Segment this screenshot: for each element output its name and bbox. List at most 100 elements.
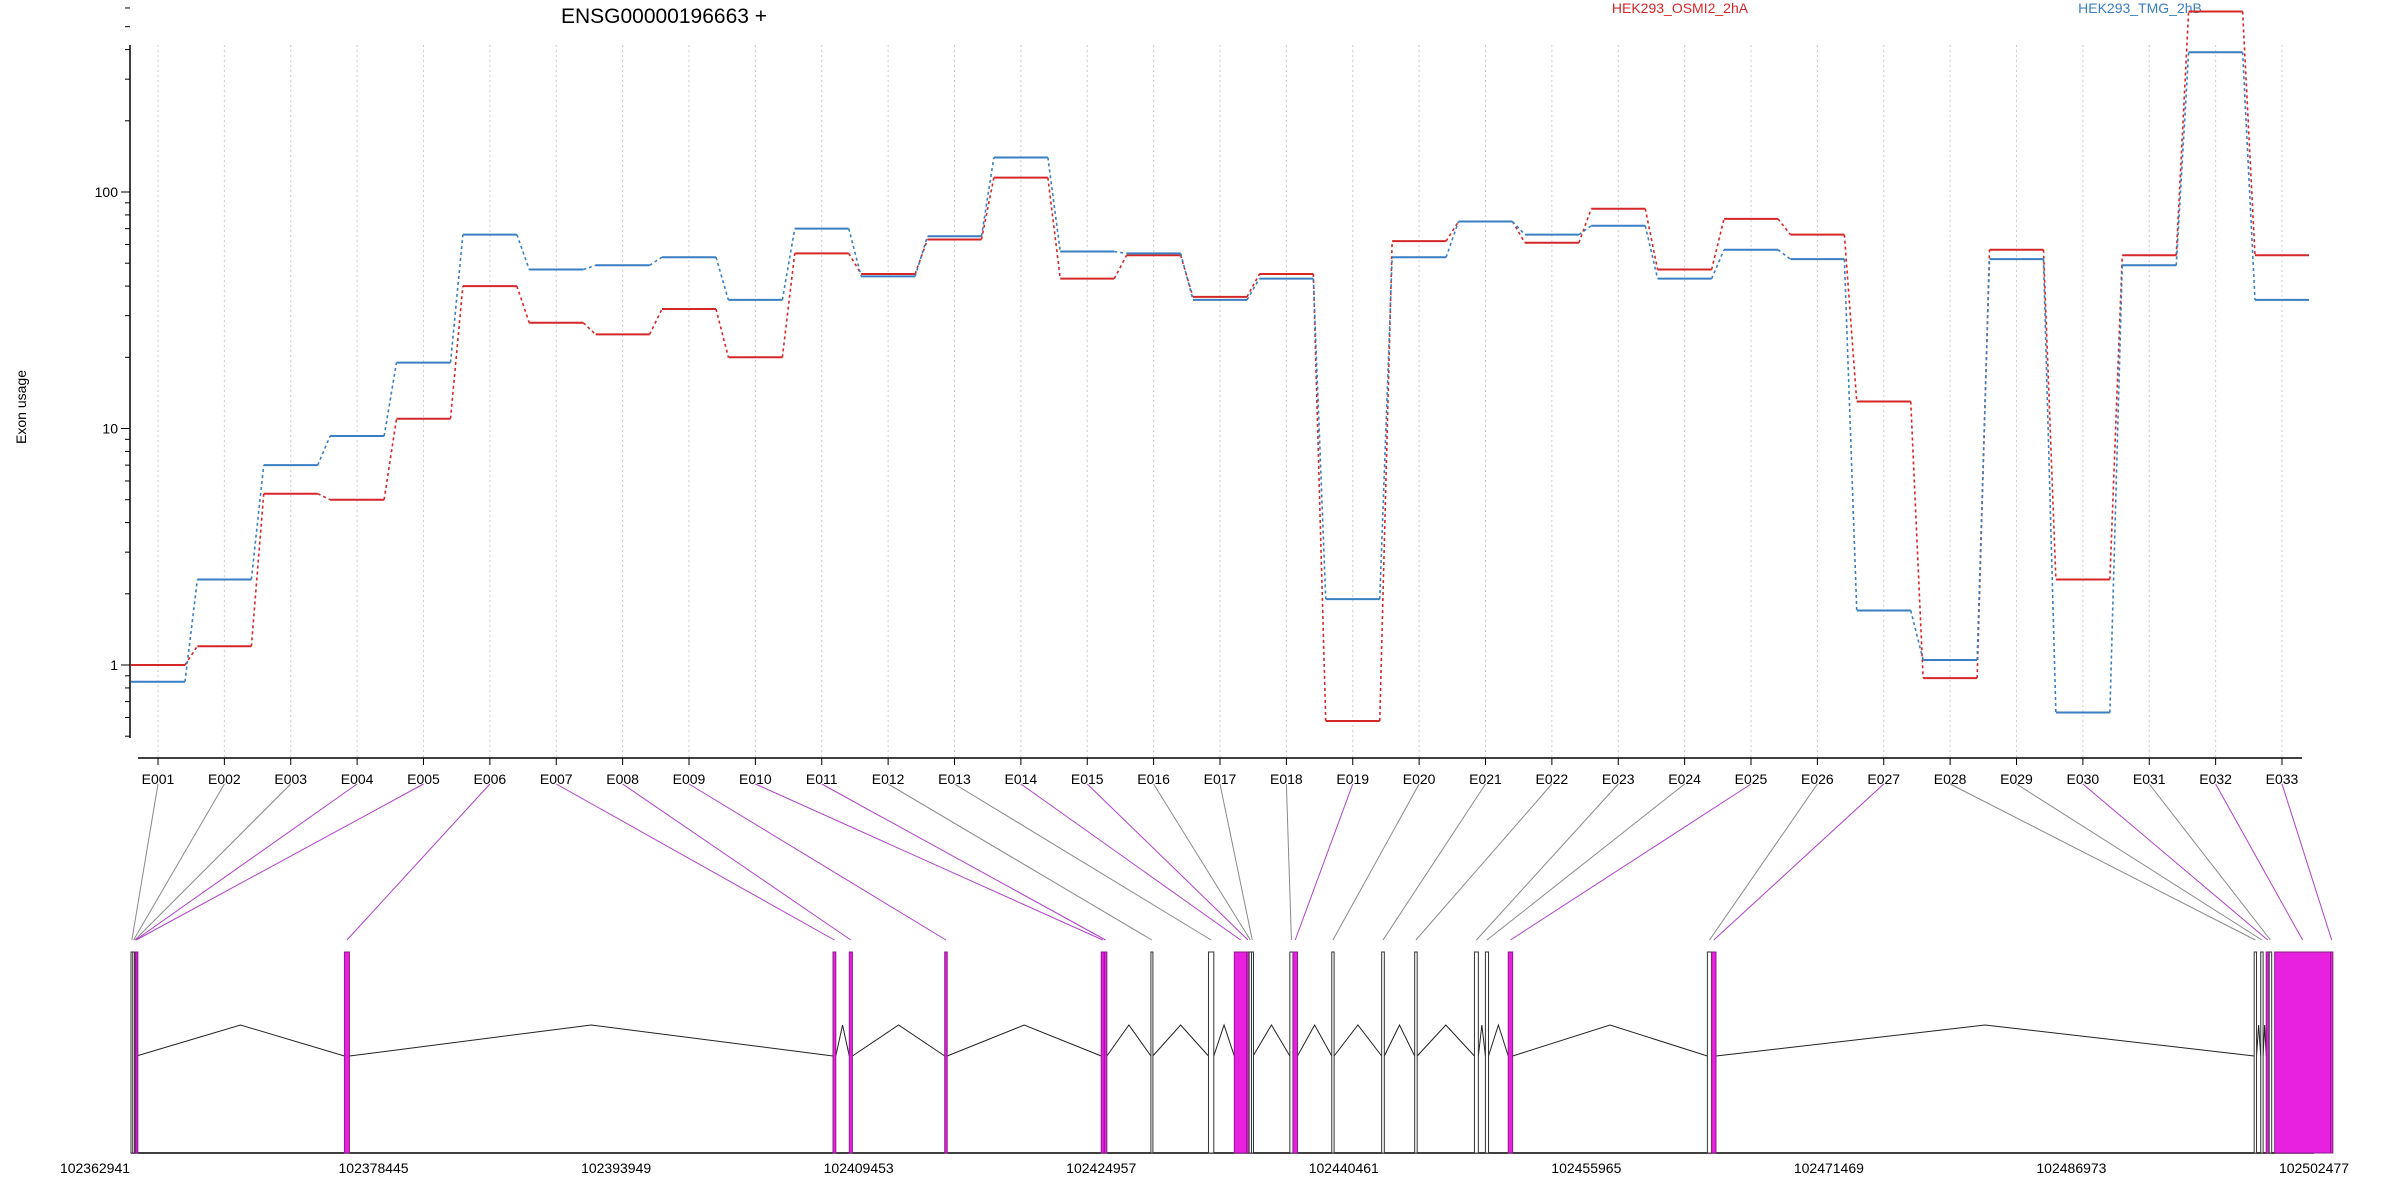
vertical-grid [157, 45, 2283, 758]
x-tick-label: E025 [1735, 771, 1768, 787]
exon-box [1381, 951, 1385, 1154]
exon-connector [755, 783, 1103, 941]
exon-box [2260, 951, 2264, 1154]
exon-box [2330, 951, 2334, 1154]
exon-connector [954, 783, 1212, 941]
x-tick-label: E019 [1336, 771, 1369, 787]
series-join [980, 177, 995, 240]
exon-connector [688, 783, 947, 941]
x-tick-label: E009 [673, 771, 706, 787]
intron-line [2262, 1024, 2267, 1057]
exon-connector [821, 783, 1106, 941]
intron-line [1152, 1024, 1209, 1057]
series-join [317, 435, 331, 466]
x-tick-label: E024 [1668, 771, 1701, 787]
exon-connector [2148, 783, 2271, 941]
exon-box [1103, 951, 1108, 1154]
genomic-coordinate-label: 102393949 [581, 1160, 651, 1176]
series-join [317, 492, 331, 501]
exon-connector [1086, 783, 1249, 941]
series-join [250, 493, 265, 647]
series-2 [131, 51, 2309, 714]
exon-box [1706, 951, 1713, 1154]
intron-line [947, 1024, 1102, 1057]
intron-line [136, 1024, 345, 1057]
exon-connector [1949, 783, 2256, 941]
series-join [184, 645, 199, 666]
chart-title: ENSG00000196663 + [561, 5, 767, 28]
x-tick-label: E032 [2199, 771, 2232, 787]
exon-connector [131, 783, 159, 941]
genomic-coordinate-label: 102362941 [60, 1160, 130, 1176]
genomic-coordinate-label: 102455965 [1551, 1160, 1621, 1176]
x-tick-label: E007 [540, 771, 573, 787]
series-join [1445, 221, 1460, 258]
exon-box [1233, 951, 1248, 1154]
intron-line [1383, 1023, 1416, 1057]
exon-connector [133, 783, 225, 941]
x-tick-label: E027 [1867, 771, 1900, 787]
genomic-coordinate-label: 102502477 [2279, 1160, 2349, 1176]
series-join [2109, 255, 2124, 580]
exon-box [1292, 951, 1299, 1154]
x-tick-label: E031 [2133, 771, 2166, 787]
exon-connector [1486, 783, 1685, 941]
x-tick-label: E023 [1602, 771, 1635, 787]
x-tick-label: E010 [739, 771, 772, 787]
exon-connector [1709, 783, 1818, 941]
series-join [1246, 273, 1261, 298]
x-tick-label: E020 [1403, 771, 1436, 787]
gene-model: 102362941 102378445 102393949 102409453 1024… [60, 951, 2349, 1176]
exon-connector [1332, 783, 1420, 941]
series-join [781, 228, 796, 300]
exon-box [2274, 951, 2332, 1154]
exon-connector [1382, 783, 1486, 941]
exon-connector [1153, 783, 1251, 941]
exon-box [1414, 951, 1418, 1154]
exon-connector [346, 783, 491, 941]
exon-connector [887, 783, 1153, 941]
series-join [1578, 225, 1592, 236]
series-join [582, 322, 597, 335]
series-join [648, 308, 663, 335]
x-tick-label: E016 [1137, 771, 1170, 787]
exon-box [848, 951, 853, 1154]
intron-line [835, 1024, 850, 1057]
y-axis-label: Exon usage [13, 370, 29, 444]
exon-connector [2281, 783, 2333, 941]
x-tick-label: E018 [1270, 771, 1303, 787]
series-join [1378, 241, 1393, 721]
x-tick-label: E013 [938, 771, 971, 787]
exon-connector [2215, 783, 2304, 941]
series-join [1578, 208, 1593, 244]
genomic-coordinate-label: 102409453 [824, 1160, 894, 1176]
series-join [1843, 234, 1858, 402]
exon-connector [1294, 783, 1354, 941]
series-join [1047, 177, 1062, 279]
series-join [1644, 208, 1659, 270]
series-join [383, 418, 398, 500]
x-tick-label: E005 [407, 771, 440, 787]
series-1 [131, 10, 2309, 722]
legend-label-series-1: HEK293_OSMI2_2hA [1612, 0, 1749, 16]
x-tick-label: E008 [606, 771, 639, 787]
exon-box [1331, 951, 1335, 1154]
x-tick-label: E011 [806, 771, 838, 787]
series-join [383, 362, 398, 437]
y-tick-label: 1 [110, 657, 118, 673]
exon-box [1473, 951, 1479, 1154]
intron-line [1488, 1023, 1509, 1057]
series-join [184, 579, 199, 682]
x-tick-label: E002 [208, 771, 241, 787]
x-tick-label: E014 [1005, 771, 1038, 787]
intron-line [1715, 1024, 2255, 1057]
series-join [516, 285, 531, 324]
series-join [2042, 249, 2057, 580]
x-tick-label: E030 [2067, 771, 2100, 787]
series-join [1047, 157, 1062, 252]
exon-connector [135, 783, 424, 941]
genomic-coordinate-label: 102378445 [339, 1160, 409, 1176]
series-join [1710, 218, 1725, 270]
exon-connector [1415, 783, 1553, 941]
exon-connector [134, 783, 292, 941]
